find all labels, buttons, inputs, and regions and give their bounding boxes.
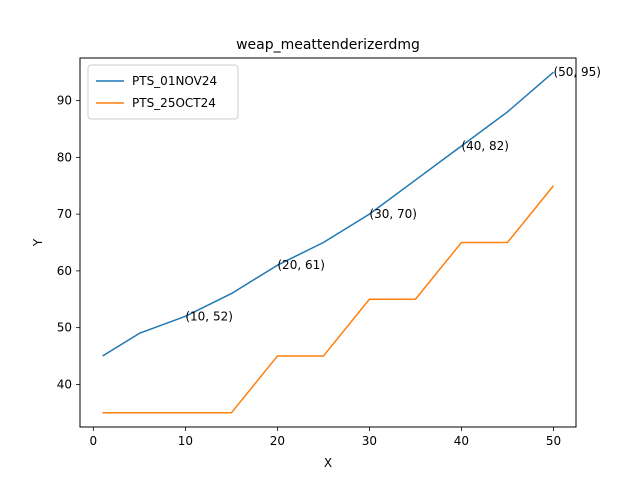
series-line-pts-01nov24 <box>102 71 554 357</box>
y-tick-label: 90 <box>57 94 72 108</box>
x-tick-label: 30 <box>362 434 377 448</box>
x-tick-label: 10 <box>178 434 193 448</box>
chart-title: weap_meattenderizerdmg <box>236 37 420 53</box>
x-tick-label: 0 <box>90 434 98 448</box>
x-tick-label: 20 <box>270 434 285 448</box>
y-tick-label: 80 <box>57 150 72 164</box>
data-annotation: (40, 82) <box>461 139 509 153</box>
y-tick-label: 60 <box>57 264 72 278</box>
y-tick-label: 50 <box>57 321 72 335</box>
legend: PTS_01NOV24 PTS_25OCT24 <box>87 64 239 120</box>
data-annotation: (20, 61) <box>277 258 325 272</box>
x-axis-label: X <box>324 456 332 470</box>
y-tick-label: 40 <box>57 377 72 391</box>
y-tick-label: 70 <box>57 207 72 221</box>
axes-frame <box>79 57 577 428</box>
legend-label-pts-01nov24: PTS_01NOV24 <box>132 74 217 88</box>
series-line-pts-25oct24 <box>102 185 555 414</box>
data-annotation: (10, 52) <box>185 309 233 323</box>
data-annotation: (50, 95) <box>553 65 601 79</box>
plot-area: 0 10 20 30 40 50 40 50 60 70 80 90 (10, 52) (20, 61) (… <box>57 65 601 448</box>
data-annotation: (30, 70) <box>369 207 417 221</box>
legend-label-pts-25oct24: PTS_25OCT24 <box>132 96 216 110</box>
x-tick-label: 50 <box>546 434 561 448</box>
legend-box <box>87 64 239 120</box>
x-tick-label: 40 <box>454 434 469 448</box>
y-axis-label: Y <box>31 238 45 247</box>
